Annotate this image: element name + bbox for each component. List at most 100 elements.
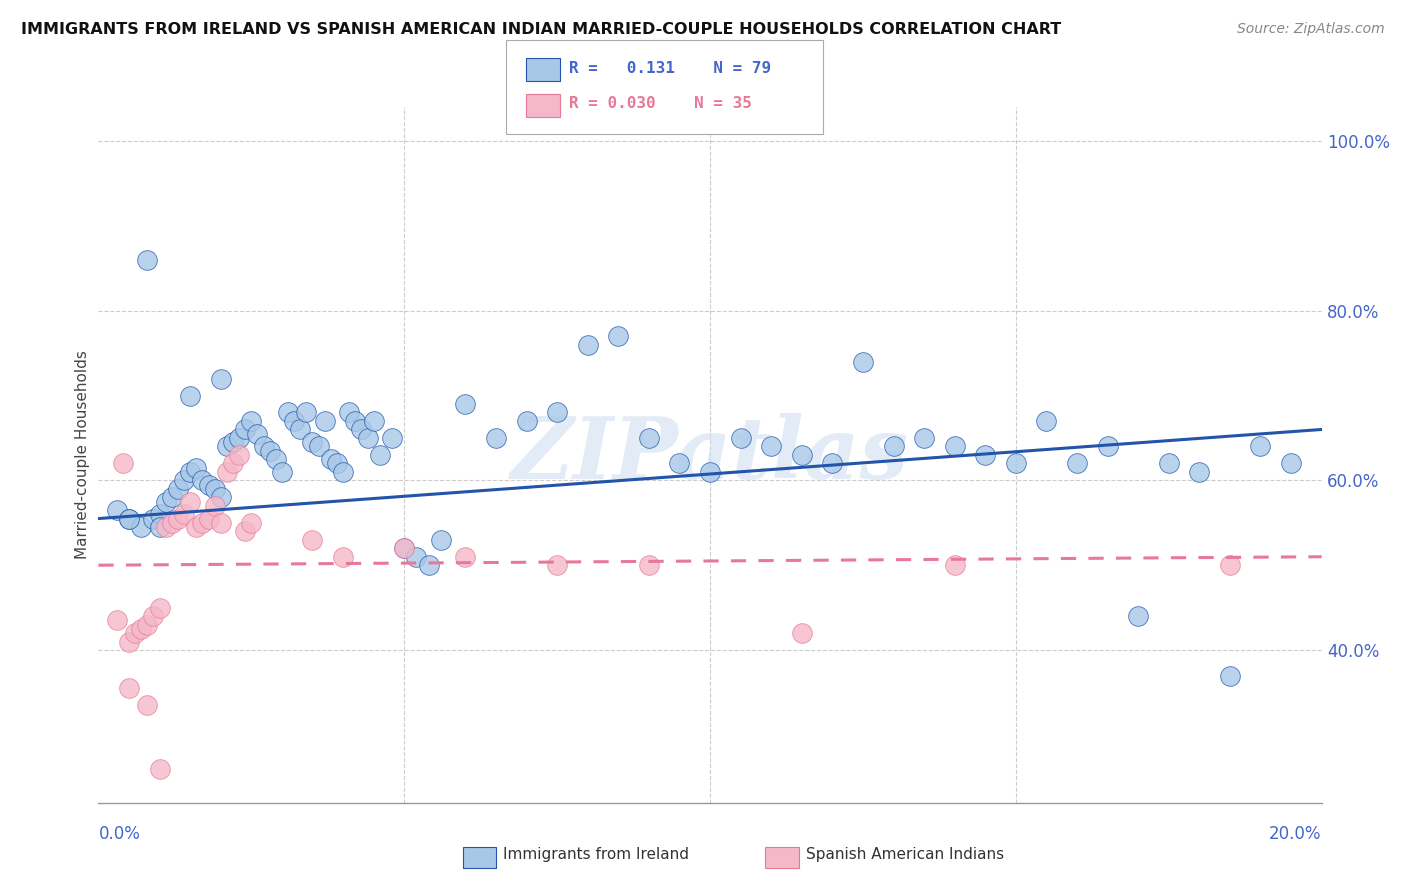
- Text: R = 0.030    N = 35: R = 0.030 N = 35: [569, 96, 752, 112]
- Point: [129, 520, 152, 534]
- Point: [454, 397, 477, 411]
- Point: [368, 448, 391, 462]
- Point: [136, 698, 159, 713]
- Point: [155, 520, 177, 534]
- Point: [283, 414, 305, 428]
- Point: [228, 431, 250, 445]
- Point: [240, 414, 263, 428]
- Point: [418, 558, 440, 573]
- Point: [209, 516, 232, 530]
- Point: [790, 626, 813, 640]
- Point: [546, 405, 568, 419]
- Point: [179, 494, 201, 508]
- Point: [1279, 457, 1302, 471]
- Point: [124, 626, 146, 640]
- Point: [974, 448, 997, 462]
- Text: ZIPatlas: ZIPatlas: [510, 413, 910, 497]
- Point: [222, 457, 245, 471]
- Point: [270, 465, 292, 479]
- Point: [167, 482, 190, 496]
- Point: [215, 439, 238, 453]
- Text: Spanish American Indians: Spanish American Indians: [806, 847, 1004, 863]
- Point: [160, 491, 183, 505]
- Point: [637, 431, 661, 445]
- Point: [149, 520, 172, 534]
- Text: Source: ZipAtlas.com: Source: ZipAtlas.com: [1237, 22, 1385, 37]
- Point: [204, 499, 226, 513]
- Point: [332, 549, 354, 564]
- Point: [454, 549, 477, 564]
- Text: R =   0.131    N = 79: R = 0.131 N = 79: [569, 61, 772, 76]
- Point: [943, 439, 966, 453]
- Point: [699, 465, 721, 479]
- Point: [363, 414, 385, 428]
- Text: IMMIGRANTS FROM IRELAND VS SPANISH AMERICAN INDIAN MARRIED-COUPLE HOUSEHOLDS COR: IMMIGRANTS FROM IRELAND VS SPANISH AMERI…: [21, 22, 1062, 37]
- Point: [142, 609, 165, 624]
- Point: [516, 414, 538, 428]
- Point: [197, 477, 219, 491]
- Point: [356, 431, 378, 445]
- Point: [142, 511, 165, 525]
- Point: [852, 354, 875, 368]
- Point: [350, 422, 373, 436]
- Point: [179, 388, 201, 402]
- Point: [160, 516, 183, 530]
- Point: [344, 414, 367, 428]
- Point: [186, 460, 208, 475]
- Point: [637, 558, 661, 573]
- Text: Immigrants from Ireland: Immigrants from Ireland: [503, 847, 689, 863]
- Point: [240, 516, 263, 530]
- Point: [1249, 439, 1271, 453]
- Point: [943, 558, 966, 573]
- Point: [392, 541, 416, 556]
- Point: [246, 426, 269, 441]
- Point: [326, 457, 349, 471]
- Point: [821, 457, 844, 471]
- Point: [105, 613, 128, 627]
- Point: [1219, 668, 1241, 682]
- Point: [155, 494, 177, 508]
- Point: [209, 491, 232, 505]
- Point: [1004, 457, 1026, 471]
- Point: [191, 516, 214, 530]
- Point: [485, 431, 508, 445]
- Point: [381, 431, 404, 445]
- Point: [1128, 609, 1150, 624]
- Point: [173, 474, 195, 488]
- Point: [1066, 457, 1088, 471]
- Point: [173, 508, 195, 522]
- Point: [149, 600, 172, 615]
- Point: [105, 503, 128, 517]
- Point: [1035, 414, 1057, 428]
- Point: [301, 533, 323, 547]
- Y-axis label: Married-couple Households: Married-couple Households: [75, 351, 90, 559]
- Point: [215, 465, 238, 479]
- Point: [546, 558, 568, 573]
- Point: [277, 405, 299, 419]
- Point: [252, 439, 274, 453]
- Point: [179, 465, 201, 479]
- Point: [290, 422, 312, 436]
- Point: [118, 511, 141, 525]
- Point: [136, 252, 159, 267]
- Point: [319, 452, 342, 467]
- Point: [186, 520, 208, 534]
- Point: [136, 617, 159, 632]
- Point: [149, 762, 172, 776]
- Point: [118, 681, 141, 696]
- Point: [668, 457, 690, 471]
- Point: [233, 524, 256, 539]
- Point: [204, 482, 226, 496]
- Point: [149, 508, 172, 522]
- Point: [118, 634, 141, 648]
- Point: [759, 439, 782, 453]
- Point: [228, 448, 250, 462]
- Point: [337, 405, 360, 419]
- Point: [295, 405, 318, 419]
- Point: [209, 371, 232, 385]
- Text: 20.0%: 20.0%: [1270, 825, 1322, 843]
- Point: [607, 329, 630, 343]
- Point: [197, 511, 219, 525]
- Point: [129, 622, 152, 636]
- Point: [332, 465, 354, 479]
